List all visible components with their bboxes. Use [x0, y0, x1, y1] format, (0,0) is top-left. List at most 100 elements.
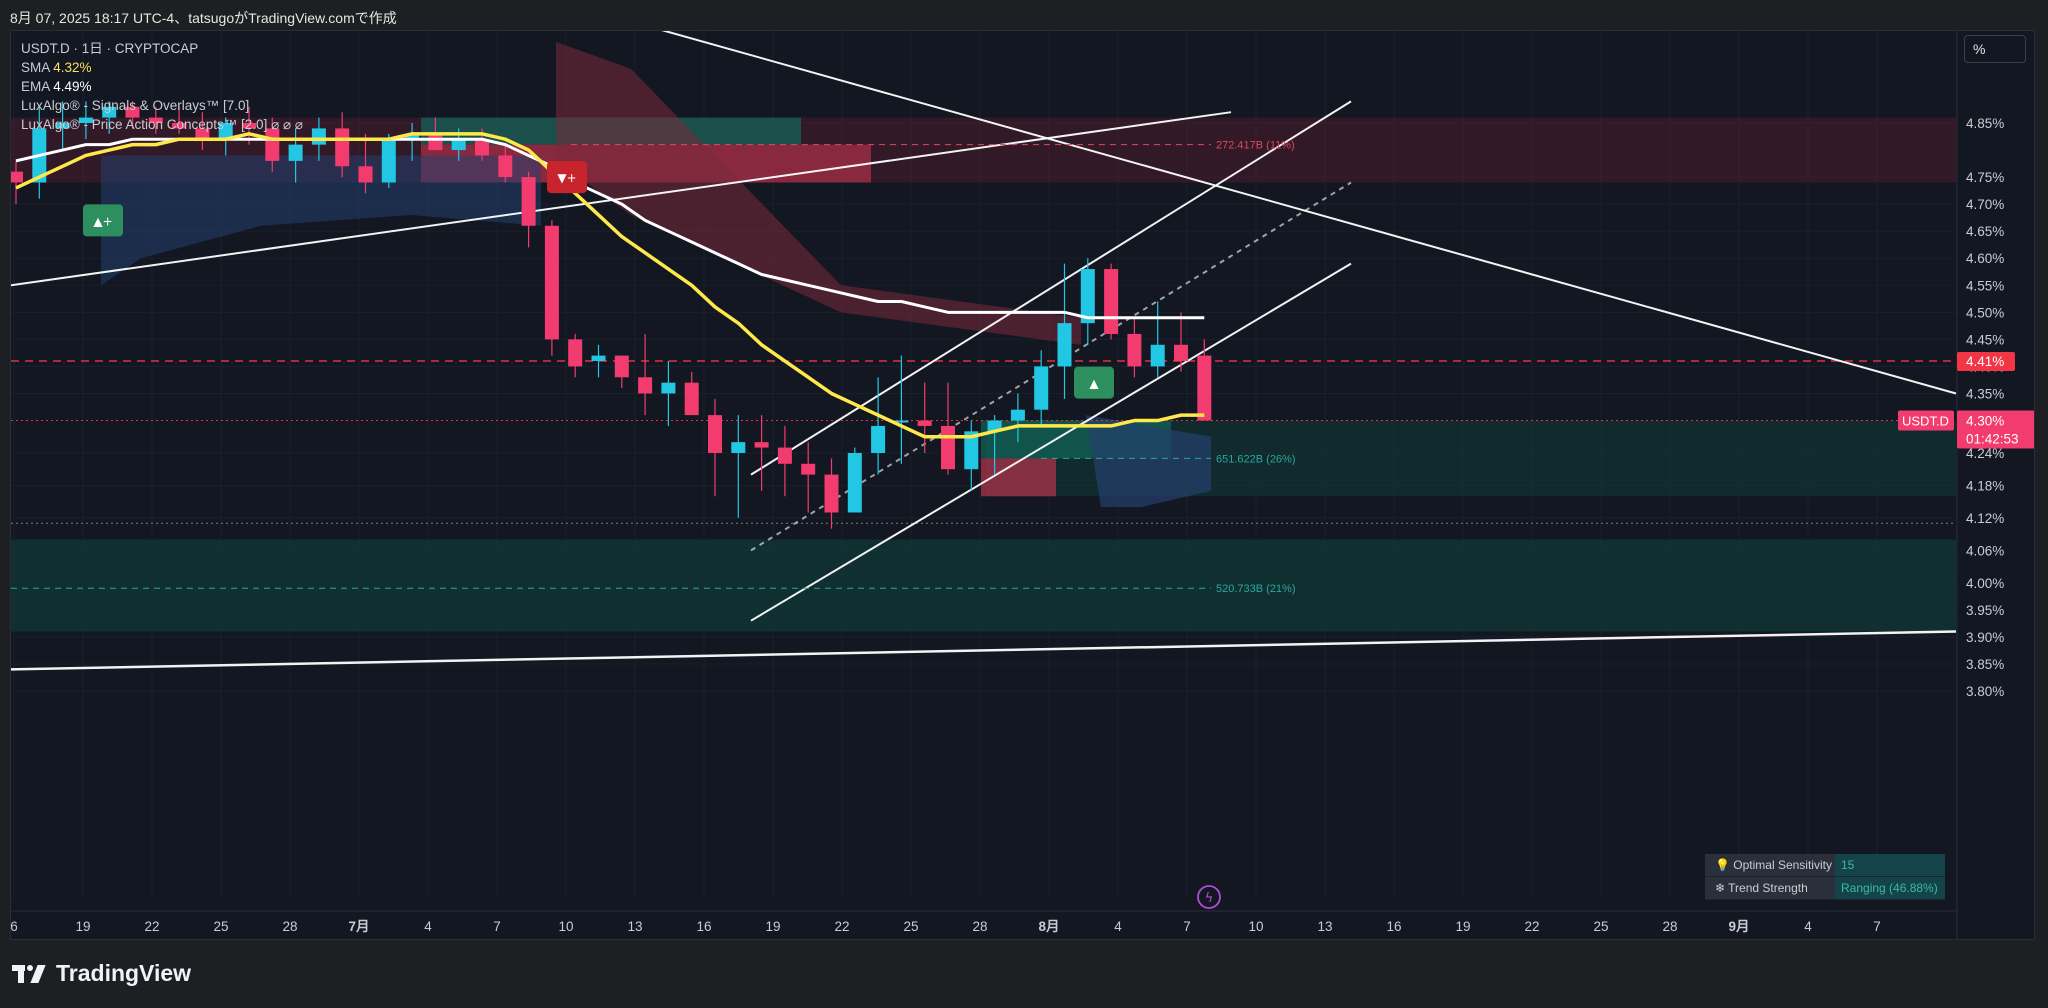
current-price-tag[interactable] [1957, 410, 2035, 449]
candle-body[interactable] [614, 355, 629, 378]
time-tick-label: 7 [1183, 919, 1191, 934]
chart-caption: 8月 07, 2025 18:17 UTC-4、tatsugoがTradingV… [10, 10, 397, 26]
candle-body[interactable] [218, 123, 233, 140]
candle-body[interactable] [801, 463, 816, 475]
candle-body[interactable] [1174, 344, 1188, 362]
symbol-line[interactable]: USDT.D · 1日 · CRYPTOCAP [21, 41, 199, 56]
candle-body[interactable] [1010, 409, 1025, 421]
candle-body[interactable] [288, 144, 303, 161]
dashboard-value: 15 [1835, 854, 1945, 876]
candle-body[interactable] [242, 123, 256, 129]
candle-body[interactable] [172, 123, 187, 129]
sma-legend[interactable]: SMA 4.32% [21, 58, 303, 77]
price-axis[interactable] [1958, 31, 2035, 940]
alert-price-tag[interactable] [1957, 352, 2015, 372]
ema-legend[interactable]: EMA 4.49% [21, 77, 303, 96]
tv-logo-icon [12, 963, 48, 985]
candle-body[interactable] [1197, 355, 1212, 421]
time-tick-label: 16 [1386, 919, 1401, 934]
price-tick-label: 4.75% [1966, 170, 2004, 185]
candle-body[interactable] [731, 442, 746, 453]
time-tick-label: 28 [282, 919, 297, 934]
price-tick-label: 4.70% [1966, 197, 2004, 212]
price-tick-label: 4.60% [1966, 251, 2004, 266]
candle-body[interactable] [661, 382, 676, 394]
candle-body[interactable] [754, 442, 769, 448]
candle-body[interactable] [428, 133, 443, 151]
price-tick-label: 4.00% [1966, 576, 2004, 591]
candle-body[interactable] [894, 420, 909, 423]
candle-body[interactable] [148, 117, 163, 123]
trend-line[interactable] [511, 31, 1957, 395]
candle-body[interactable] [847, 452, 862, 513]
candle-body[interactable] [78, 117, 93, 123]
trend-line[interactable] [750, 262, 1352, 622]
candle-body[interactable] [405, 133, 420, 140]
candle-body[interactable] [1150, 344, 1165, 367]
indicator-signals[interactable]: LuxAlgo® - Signals & Overlays™ [7.0] [21, 98, 250, 113]
time-tick-label: 22 [144, 919, 159, 934]
candle-body[interactable] [917, 420, 932, 426]
trend-line[interactable] [750, 181, 1352, 552]
lightning-icon[interactable] [1197, 885, 1221, 909]
tradingview-logo[interactable]: TradingView [12, 960, 191, 987]
time-tick-label: 7 [1873, 919, 1881, 934]
candle-body[interactable] [265, 128, 280, 161]
time-tick-label: 16 [696, 919, 711, 934]
sma-line[interactable] [15, 132, 1205, 439]
candle-body[interactable] [195, 128, 210, 140]
time-tick-label: 22 [834, 919, 849, 934]
price-tick-label: 4.12% [1966, 511, 2004, 526]
price-chart[interactable]: 272.417B (11%) 651.622B (26%) 520.733B (21… [11, 31, 2035, 940]
trend-line[interactable] [11, 630, 1957, 671]
time-tick-label: 7 [493, 919, 501, 934]
candle-body[interactable] [358, 166, 373, 183]
buy-signal-glyph: ▲+ [93, 214, 112, 228]
price-tick-label: 3.80% [1966, 684, 2004, 699]
candle-body[interactable] [1104, 269, 1119, 334]
trend-line[interactable] [11, 111, 1232, 287]
candle-body[interactable] [1080, 269, 1095, 324]
candle-body[interactable] [638, 377, 653, 394]
candle-body[interactable] [55, 123, 70, 129]
candle-body[interactable] [544, 225, 559, 340]
candle-body[interactable] [824, 474, 839, 513]
percent-scale-button[interactable]: % [1964, 35, 2026, 63]
candle-body[interactable] [591, 355, 606, 362]
dashboard-label: 💡 Optimal Sensitivity [1705, 854, 1835, 876]
candle-body[interactable] [964, 431, 979, 470]
price-tick-label: 4.55% [1966, 278, 2004, 293]
time-tick-label: 6 [11, 919, 18, 934]
time-tick-label: 19 [75, 919, 90, 934]
candle-body[interactable] [941, 425, 955, 470]
candle-body[interactable] [1057, 323, 1072, 367]
symbol-tag[interactable] [1898, 410, 1954, 431]
time-axis[interactable] [11, 911, 1956, 940]
candle-body[interactable] [568, 339, 583, 367]
candle-body[interactable] [1127, 333, 1142, 367]
candle-body[interactable] [451, 139, 466, 151]
candle-body[interactable] [1034, 366, 1049, 410]
candle-body[interactable] [125, 106, 140, 118]
candle-body[interactable] [987, 420, 1002, 432]
candle-body[interactable] [777, 447, 792, 464]
candle-body[interactable] [498, 155, 513, 178]
candle-body[interactable] [708, 415, 722, 453]
candle-body[interactable] [102, 106, 117, 118]
trend-line[interactable] [750, 100, 1352, 476]
snowflake-icon: ❄ [1715, 881, 1729, 895]
time-tick-label: 13 [1317, 919, 1332, 934]
candle-body[interactable] [381, 139, 396, 183]
candle-body[interactable] [475, 139, 489, 156]
candle-body[interactable] [311, 128, 326, 145]
indicator-pac[interactable]: LuxAlgo® - Price Action Concepts™ [2.0] … [21, 117, 303, 132]
candle-body[interactable] [684, 382, 699, 416]
chart-area[interactable]: 272.417B (11%) 651.622B (26%) 520.733B (21… [10, 30, 2035, 940]
candle-body[interactable] [871, 425, 886, 453]
dashboard-label: ❄ Trend Strength [1705, 877, 1835, 899]
candle-body[interactable] [521, 177, 536, 226]
time-tick-label: 22 [1524, 919, 1539, 934]
candle-body[interactable] [335, 128, 350, 167]
candle-body[interactable] [11, 171, 23, 183]
time-tick-label: 25 [1593, 919, 1608, 934]
